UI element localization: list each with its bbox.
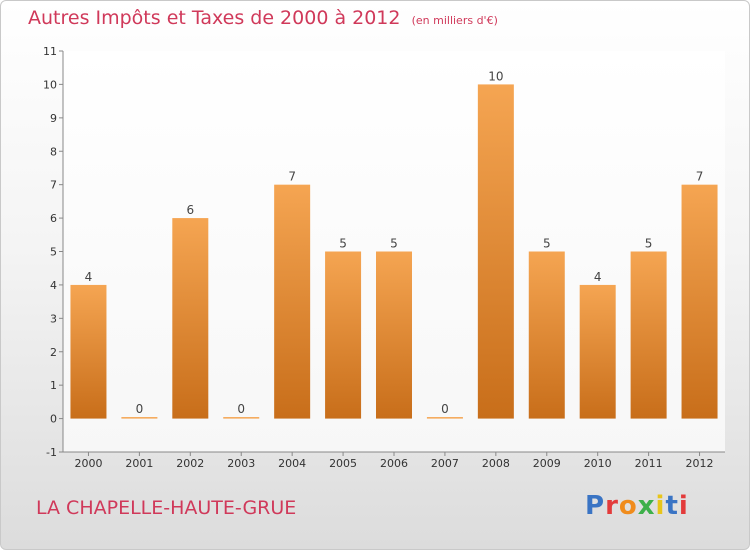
- bar: [325, 251, 362, 419]
- x-tick-label: 2006: [380, 457, 408, 470]
- logo-letter: o: [618, 491, 638, 521]
- commune-name: LA CHAPELLE-HAUTE-GRUE: [36, 497, 297, 519]
- bar-value-label: 0: [136, 402, 144, 416]
- logo-letter: i: [655, 491, 666, 521]
- y-tick-label: 5: [50, 246, 57, 259]
- bar: [172, 218, 209, 419]
- bar-value-label: 4: [594, 270, 602, 284]
- bar-value-label: 6: [186, 203, 194, 217]
- y-tick-label: 10: [43, 78, 57, 91]
- y-tick-label: -1: [46, 446, 57, 459]
- bar-value-label: 0: [237, 402, 245, 416]
- x-tick-label: 2005: [329, 457, 357, 470]
- y-tick-label: 1: [50, 379, 57, 392]
- data-labels: 4 0 6 0 7 5 5 0 10 5 4 5 7: [85, 69, 704, 416]
- y-tick-label: 0: [50, 413, 57, 426]
- bar-value-label: 10: [488, 69, 503, 83]
- bar-value-label: 7: [288, 170, 296, 184]
- chart-title: Autres Impôts et Taxes de 2000 à 2012: [28, 7, 401, 29]
- bar: [426, 417, 463, 419]
- bar: [274, 184, 311, 419]
- bar: [70, 284, 107, 419]
- x-axis: 2000 2001 2002 2003 2004 2005 2006 2007 2008 2009…: [63, 451, 725, 470]
- bar-value-label: 5: [645, 237, 653, 251]
- y-tick-label: 9: [50, 112, 57, 125]
- x-tick-label: 2003: [227, 457, 255, 470]
- bar: [579, 284, 616, 419]
- bar: [376, 251, 412, 419]
- x-tick-label: 2004: [278, 457, 306, 470]
- proxiti-logo[interactable]: Proxiti: [585, 491, 689, 521]
- chart-title-row: Autres Impôts et Taxes de 2000 à 2012 (e…: [28, 7, 498, 29]
- bar: [528, 251, 565, 419]
- bar: [223, 417, 260, 419]
- bar: [477, 84, 514, 419]
- logo-letter: P: [585, 491, 606, 521]
- x-tick-label: 2007: [431, 457, 459, 470]
- bar-value-label: 5: [339, 237, 347, 251]
- bar: [630, 251, 667, 419]
- logo-letter: x: [637, 491, 656, 521]
- x-tick-label: 2000: [74, 457, 102, 470]
- x-tick-label: 2008: [482, 457, 510, 470]
- logo-letter: t: [665, 491, 679, 521]
- x-tick-label: 2012: [686, 457, 714, 470]
- y-axis: -1 0 1 2 3 4 5 6 7 8 9 10 11: [43, 45, 64, 459]
- y-tick-label: 2: [50, 346, 57, 359]
- x-tick-label: 2011: [635, 457, 663, 470]
- bar-value-label: 5: [543, 237, 551, 251]
- x-tick-label: 2009: [533, 457, 561, 470]
- bar-value-label: 0: [441, 402, 449, 416]
- logo-letter: r: [605, 491, 619, 521]
- bar: [681, 184, 718, 419]
- bar-value-label: 5: [390, 237, 398, 251]
- bars: [70, 84, 718, 419]
- y-tick-label: 3: [50, 312, 57, 325]
- x-tick-label: 2010: [584, 457, 612, 470]
- y-tick-label: 8: [50, 145, 57, 158]
- x-tick-label: 2002: [176, 457, 204, 470]
- bar-value-label: 7: [696, 170, 704, 184]
- y-tick-label: 7: [50, 179, 57, 192]
- bar-value-label: 4: [85, 270, 93, 284]
- y-tick-label: 6: [50, 212, 57, 225]
- y-tick-label: 11: [43, 45, 57, 58]
- x-tick-label: 2001: [125, 457, 153, 470]
- chart-unit-subtitle: (en milliers d'€): [411, 14, 498, 27]
- bar: [121, 417, 158, 419]
- logo-letter: i: [678, 491, 689, 521]
- y-tick-label: 4: [50, 279, 57, 292]
